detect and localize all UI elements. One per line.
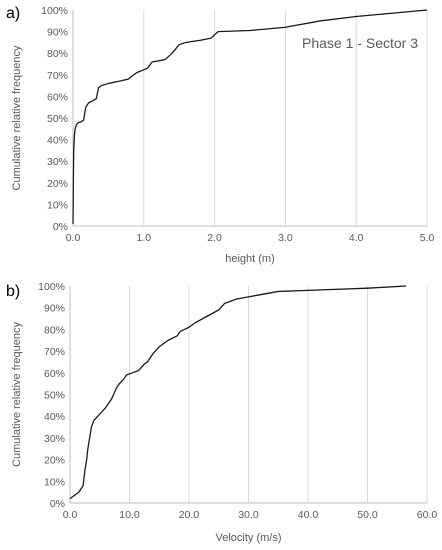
- x-tick-label: 60.0: [417, 509, 438, 521]
- panel-label: a): [6, 5, 20, 22]
- x-tick-label: 50.0: [357, 509, 378, 521]
- x-tick-label: 30.0: [238, 509, 259, 521]
- y-tick-label: 10%: [44, 476, 65, 488]
- y-tick-label: 50%: [47, 113, 68, 125]
- y-tick-label: 30%: [44, 433, 65, 445]
- y-tick-label: 60%: [44, 368, 65, 380]
- y-axis-title: Cumulative relative frequency: [11, 45, 23, 190]
- x-axis-title: height (m): [225, 253, 275, 265]
- x-tick-label: 5.0: [420, 232, 435, 244]
- y-tick-label: 50%: [44, 390, 65, 402]
- y-tick-label: 0%: [50, 498, 65, 510]
- y-tick-label: 0%: [53, 221, 68, 233]
- y-tick-label: 90%: [47, 27, 68, 39]
- chart-panel-b: 0.0 10.0 20.0 30.0 40.0 50.0 60.0 0% 10% 20% 30% 40…: [6, 281, 437, 544]
- x-tick-label: 4.0: [349, 232, 364, 244]
- y-tick-label: 100%: [41, 5, 68, 17]
- x-tick-label: 0.0: [63, 509, 78, 521]
- series-line: [72, 9, 428, 224]
- y-tick-label: 80%: [47, 48, 68, 60]
- y-tick-label: 90%: [44, 303, 65, 315]
- x-tick-label: 20.0: [179, 509, 200, 521]
- x-tick-label: 40.0: [298, 509, 319, 521]
- x-axis-title: Velocity (m/s): [215, 532, 281, 544]
- x-tick-label: 10.0: [119, 509, 140, 521]
- y-tick-label: 40%: [47, 135, 68, 147]
- y-tick-label: 80%: [44, 324, 65, 336]
- y-tick-label: 40%: [44, 411, 65, 423]
- y-axis-title: Cumulative relative frequency: [11, 322, 23, 467]
- y-tick-label: 20%: [47, 178, 68, 190]
- chart-panel-a: 0.0 1.0 2.0 3.0 4.0 5.0 0% 10% 20% 30% 40% 50% 60% 70…: [6, 5, 434, 265]
- y-tick-label: 100%: [38, 281, 65, 293]
- x-tick-label: 3.0: [278, 232, 293, 244]
- panel-label: b): [6, 283, 20, 300]
- y-tick-label: 20%: [44, 455, 65, 467]
- chart-annotation: Phase 1 - Sector 3: [302, 35, 418, 51]
- x-tick-label: 1.0: [136, 232, 151, 244]
- y-tick-label: 70%: [47, 70, 68, 82]
- series-line: [69, 285, 407, 500]
- x-tick-label: 2.0: [207, 232, 222, 244]
- y-tick-label: 10%: [47, 199, 68, 211]
- x-tick-label: 0.0: [66, 232, 81, 244]
- y-tick-label: 70%: [44, 346, 65, 358]
- y-tick-label: 30%: [47, 156, 68, 168]
- y-tick-label: 60%: [47, 91, 68, 103]
